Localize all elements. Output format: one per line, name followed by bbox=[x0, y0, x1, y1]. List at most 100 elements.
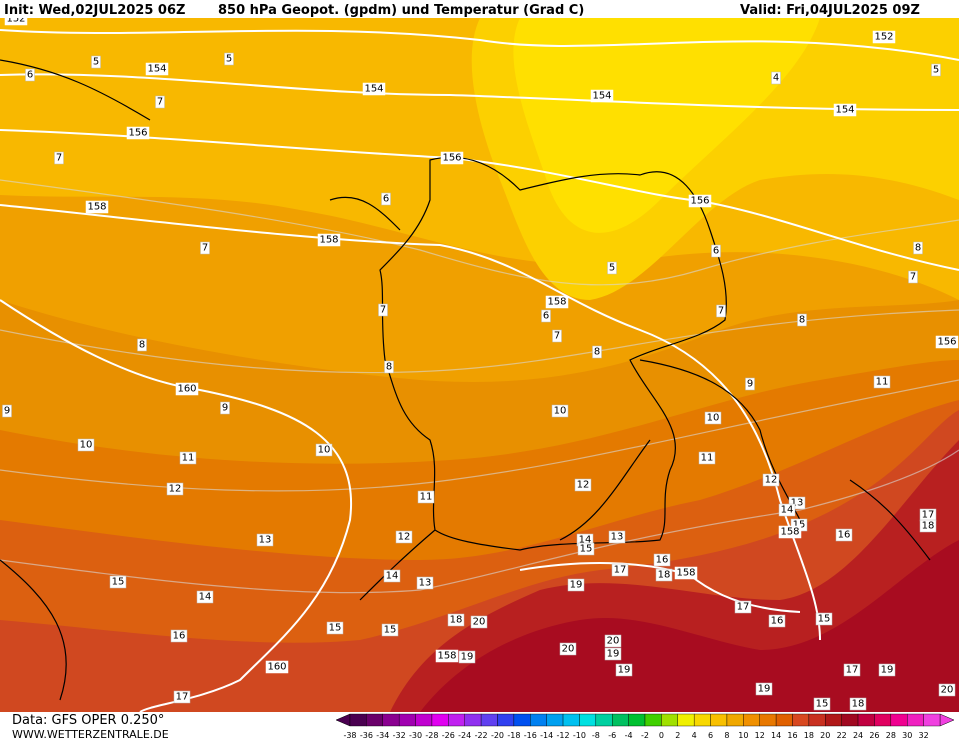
contour-label: 17 bbox=[614, 565, 627, 576]
header-bar bbox=[0, 0, 959, 18]
contour-label: 13 bbox=[419, 578, 432, 589]
label-box bbox=[435, 649, 459, 663]
label-box bbox=[704, 411, 722, 425]
contour-label: 158 bbox=[319, 235, 338, 246]
label-box bbox=[256, 533, 274, 547]
contour-label: 8 bbox=[139, 340, 145, 351]
label-box bbox=[608, 530, 626, 544]
contour-label: 158 bbox=[547, 297, 566, 308]
colorbar-label: 6 bbox=[708, 731, 713, 740]
colorbar-swatch bbox=[677, 713, 695, 727]
colorbar-label: -32 bbox=[393, 731, 406, 740]
contour-label: 9 bbox=[4, 406, 10, 417]
colorbar-label: 18 bbox=[804, 731, 814, 740]
label-box bbox=[771, 71, 781, 85]
contour-label: 16 bbox=[771, 616, 784, 627]
isohypse bbox=[0, 73, 959, 111]
contour-label: 13 bbox=[611, 532, 624, 543]
label-box bbox=[126, 126, 150, 140]
border bbox=[0, 59, 931, 701]
label-box bbox=[655, 568, 673, 582]
label-box bbox=[220, 401, 230, 415]
label-box bbox=[145, 62, 169, 76]
colorbar-label: -8 bbox=[592, 731, 600, 740]
contour-label: 6 bbox=[27, 70, 33, 81]
label-box bbox=[768, 614, 786, 628]
colorbar-label: 4 bbox=[692, 731, 697, 740]
valid-time: Valid: Fri,04JUL2025 09Z bbox=[740, 3, 920, 18]
label-box bbox=[395, 530, 413, 544]
label-box bbox=[778, 503, 796, 517]
label-box bbox=[170, 629, 188, 643]
contour-label: 156 bbox=[937, 337, 956, 348]
contour-label: 19 bbox=[758, 684, 771, 695]
field-band bbox=[420, 540, 959, 712]
isohypse bbox=[0, 29, 959, 61]
isotherm bbox=[0, 449, 959, 594]
label-box bbox=[843, 663, 861, 677]
isotherms bbox=[0, 179, 959, 594]
init-time: Init: Wed,02JUL2025 06Z bbox=[4, 3, 185, 18]
contour-label: 160 bbox=[267, 662, 286, 673]
label-box bbox=[545, 295, 569, 309]
contour-label: 7 bbox=[380, 305, 386, 316]
colorbar: -38 -36 -34 -32 -30 -28 -26 -24 -22 -20 -18 -16 -14-… bbox=[335, 713, 955, 740]
colorbar-swatch bbox=[808, 713, 826, 727]
label-box bbox=[755, 682, 773, 696]
label-box bbox=[908, 270, 918, 284]
contour-label: 16 bbox=[173, 631, 186, 642]
contour-label: 20 bbox=[941, 685, 954, 696]
label-box bbox=[137, 338, 147, 352]
contour-label: 8 bbox=[915, 243, 921, 254]
colorbar-swatch bbox=[628, 713, 646, 727]
colorbar-swatch bbox=[661, 713, 678, 727]
contour-label: 7 bbox=[554, 331, 560, 342]
colorbar-swatch bbox=[759, 713, 777, 727]
label-box bbox=[815, 612, 833, 626]
label-box bbox=[734, 600, 752, 614]
contour-label: 5 bbox=[609, 263, 615, 274]
label-box bbox=[317, 233, 341, 247]
label-box bbox=[919, 519, 937, 533]
contour-label: 15 bbox=[112, 577, 125, 588]
contour-label: 154 bbox=[835, 105, 854, 116]
colorbar-swatch bbox=[530, 713, 547, 727]
label-box bbox=[778, 525, 802, 539]
label-box bbox=[440, 151, 464, 165]
colorbar-label: 8 bbox=[724, 731, 729, 740]
contour-label: 156 bbox=[442, 153, 461, 164]
contour-label: 19 bbox=[461, 652, 474, 663]
colorbar-swatch bbox=[792, 713, 810, 727]
contour-label: 8 bbox=[594, 347, 600, 358]
colorbar-swatch bbox=[366, 713, 383, 727]
contour-label: 17 bbox=[737, 602, 750, 613]
isotherm bbox=[0, 309, 959, 374]
contour-label: 11 bbox=[420, 492, 433, 503]
label-box bbox=[913, 241, 923, 255]
contour-label: 19 bbox=[618, 665, 631, 676]
colorbar-swatch bbox=[644, 713, 662, 727]
isohypse bbox=[0, 129, 959, 271]
colorbar-swatch bbox=[775, 713, 793, 727]
contour-label: 14 bbox=[781, 505, 794, 516]
label-box bbox=[85, 200, 109, 214]
contour-label: 17 bbox=[922, 510, 935, 521]
contour-label: 17 bbox=[846, 665, 859, 676]
label-box bbox=[541, 309, 551, 323]
label-box bbox=[615, 663, 633, 677]
contour-label: 9 bbox=[222, 403, 228, 414]
contour-label: 14 bbox=[579, 535, 592, 546]
contour-label: 19 bbox=[607, 649, 620, 660]
colorbar-label: -20 bbox=[491, 731, 504, 740]
contour-label: 10 bbox=[318, 445, 331, 456]
contour-label: 10 bbox=[554, 406, 567, 417]
contour-label: 14 bbox=[386, 571, 399, 582]
colorbar-label: -10 bbox=[573, 731, 586, 740]
contour-label: 13 bbox=[259, 535, 272, 546]
label-box bbox=[607, 261, 617, 275]
label-box bbox=[611, 563, 629, 577]
colorbar-swatch bbox=[710, 713, 728, 727]
contour-label: 158 bbox=[676, 568, 695, 579]
contour-label: 14 bbox=[199, 592, 212, 603]
